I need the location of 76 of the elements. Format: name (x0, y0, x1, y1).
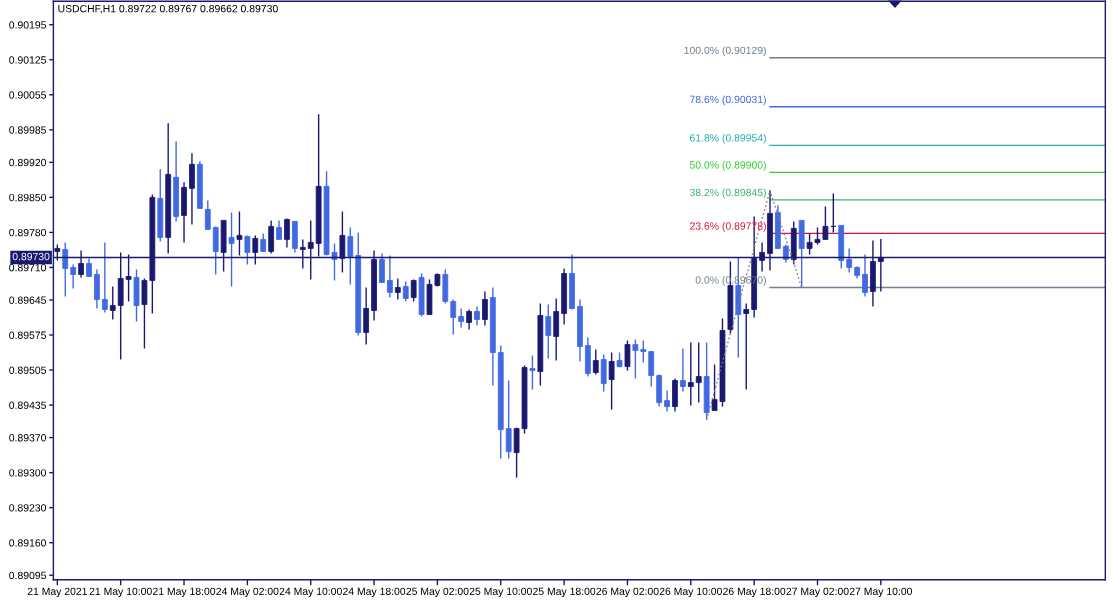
candlestick (505, 379, 512, 460)
y-tick-label: 0.89095 (9, 571, 46, 580)
x-tick-label: 21 May 10:00 (89, 587, 152, 598)
candlestick (862, 253, 868, 298)
candlestick (70, 263, 77, 290)
x-tick-label: 24 May 02:00 (216, 587, 279, 598)
y-tick-label: 0.89160 (9, 539, 47, 547)
y-tick-label: 0.90125 (9, 56, 46, 64)
y-tick-label: 0.89850 (9, 193, 47, 202)
y-tick-label: 0.89710 (9, 263, 47, 272)
candlestick (545, 303, 552, 360)
x-tick-label: 26 May 18:00 (723, 587, 786, 598)
ref-line-label: 0.89730 (12, 252, 50, 261)
x-tick-label: 21 May 18:00 (153, 587, 216, 598)
y-tick-label: 0.89435 (9, 401, 46, 409)
ref-line-label: 100.0% (0.90129) (684, 46, 766, 57)
x-tick-label: 24 May 18:00 (343, 587, 406, 598)
candlestick (450, 298, 457, 336)
x-tick-label: 25 May 18:00 (533, 587, 596, 598)
candlestick (695, 341, 702, 404)
ref-line-label: 78.6% (0.90031) (690, 95, 766, 106)
candlestick (394, 277, 401, 301)
ref-line-label: 50.0% (0.89900) (689, 160, 766, 171)
candlestick (387, 254, 393, 299)
candlestick (347, 226, 354, 286)
candlestick (640, 339, 647, 364)
candlestick (474, 305, 480, 327)
candlestick (204, 199, 211, 231)
y-tick-label: 0.89780 (9, 228, 47, 237)
candlestick (86, 257, 92, 278)
y-tick-label: 0.89505 (9, 366, 46, 374)
candlestick (284, 217, 290, 249)
y-tick-label: 0.90055 (9, 91, 46, 99)
candlestick (624, 339, 631, 372)
y-tick-label: 0.90195 (9, 21, 46, 29)
x-tick-label: 27 May 10:00 (849, 587, 912, 598)
candlestick (109, 285, 116, 321)
y-tick-label: 0.89575 (9, 331, 46, 339)
y-tick-label: 0.89300 (9, 469, 47, 477)
ref-line-label: 61.8% (0.89954) (690, 133, 766, 144)
x-tick-label: 25 May 02:00 (406, 587, 469, 598)
candlestick (458, 307, 465, 329)
candlestick (402, 280, 409, 303)
x-tick-label: 26 May 02:00 (596, 587, 659, 598)
candlestick (379, 252, 385, 284)
candlestick (482, 290, 488, 327)
y-tick-label: 0.89645 (9, 296, 46, 304)
candlestick (228, 211, 235, 288)
candlestick (608, 351, 615, 411)
candlestick (743, 302, 750, 391)
candlestick (466, 308, 472, 331)
candlestick (62, 241, 69, 298)
ref-line-label: 38.2% (0.89845) (689, 188, 766, 199)
x-tick-label: 26 May 10:00 (659, 587, 722, 598)
x-tick-label: 27 May 02:00 (786, 587, 849, 598)
y-tick-label: 0.89370 (9, 434, 47, 442)
candlestick (244, 234, 251, 266)
candlestick (101, 241, 108, 314)
candlestick (664, 389, 670, 413)
candlestick (276, 219, 282, 241)
x-tick-label: 25 May 10:00 (469, 587, 532, 598)
candlestick (529, 354, 536, 391)
candlestick (687, 341, 694, 407)
y-tick-label: 0.89920 (9, 158, 47, 167)
candlestick (632, 338, 639, 380)
candlestick (410, 278, 417, 303)
candlestick (236, 210, 243, 257)
chart-title: USDCHF,H1 0.89722 0.89767 0.89662 0.89730 (58, 4, 278, 14)
candlestick (680, 347, 686, 393)
candlestick (260, 232, 267, 253)
x-tick-label: 24 May 10:00 (279, 587, 342, 598)
y-tick-label: 0.89230 (9, 504, 47, 512)
candlestick (846, 247, 853, 274)
x-tick-label: 21 May 2021 (27, 587, 87, 598)
y-tick-label: 0.89985 (9, 126, 46, 134)
candlestick (592, 348, 599, 376)
